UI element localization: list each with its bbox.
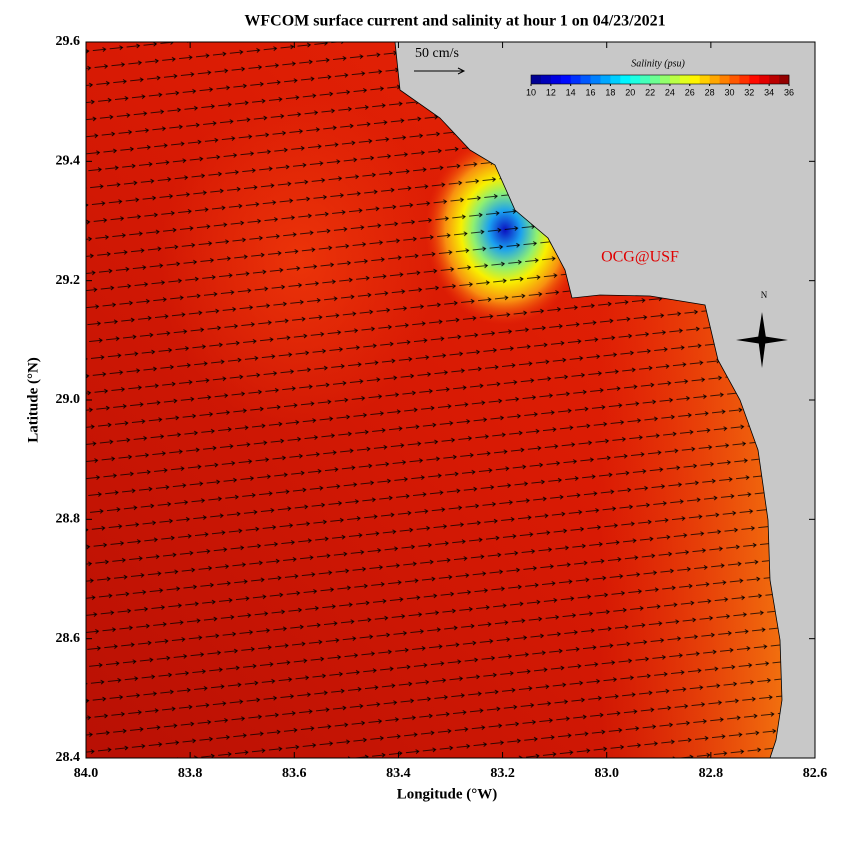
y-tick-label: 29.2 [56, 273, 81, 288]
colorbar-cell [550, 75, 562, 84]
colorbar-tick-label: 16 [586, 87, 596, 97]
colorbar-tick-label: 32 [744, 87, 754, 97]
colorbar-tick-label: 12 [546, 87, 556, 97]
y-tick-label: 28.4 [56, 750, 81, 765]
x-tick-label: 83.2 [490, 766, 515, 781]
title: WFCOM surface current and salinity at ho… [244, 13, 665, 30]
x-axis-label: Longitude (°W) [397, 786, 498, 802]
y-tick-label: 28.6 [56, 631, 81, 646]
x-tick-label: 83.4 [386, 766, 411, 781]
colorbar-cell [749, 75, 760, 84]
colorbar-cell [709, 75, 720, 84]
colorbar-cell [759, 75, 770, 84]
y-axis-label: Latitude (°N) [25, 357, 41, 443]
colorbar-cell [600, 75, 611, 84]
colorbar-tick-label: 18 [605, 87, 615, 97]
colorbar-tick-label: 10 [526, 87, 536, 97]
colorbar-cell [560, 75, 571, 84]
colorbar-cell [689, 75, 700, 84]
colorbar-cell [540, 75, 552, 84]
compass [736, 312, 788, 368]
x-tick-label: 84.0 [74, 766, 99, 781]
colorbar-cell [699, 75, 710, 84]
watermark: OCG@USF [601, 249, 679, 266]
y-tick-label: 29.4 [56, 154, 81, 169]
colorbar-cell [660, 75, 671, 84]
y-tick-label: 29.0 [56, 392, 81, 407]
colorbar-tick-label: 30 [724, 87, 734, 97]
colorbar-cell [739, 75, 750, 84]
colorbar-cell [650, 75, 661, 84]
colorbar-cell [590, 75, 601, 84]
colorbar-cell [531, 75, 542, 84]
colorbar-cell [630, 75, 641, 84]
x-tick-label: 82.6 [803, 766, 828, 781]
colorbar-tick-label: 26 [685, 87, 695, 97]
colorbar-cell [769, 75, 780, 84]
x-tick-label: 83.0 [594, 766, 619, 781]
colorbar-cell [640, 75, 651, 84]
colorbar-cell [719, 75, 730, 84]
colorbar-tick-label: 36 [784, 87, 794, 97]
north-label: N [761, 290, 768, 300]
colorbar-cell [669, 75, 681, 84]
colorbar-cell [779, 75, 790, 84]
salinity-field [86, 42, 815, 758]
colorbar-cell [679, 75, 691, 84]
x-tick-label: 82.8 [699, 766, 724, 781]
colorbar-tick-label: 20 [625, 87, 635, 97]
scale-label: 50 cm/s [415, 46, 459, 61]
colorbar-cell [610, 75, 621, 84]
colorbar-cell [580, 75, 591, 84]
colorbar-tick-label: 14 [566, 87, 576, 97]
colorbar-frame [530, 74, 790, 85]
colorbar-cell [620, 75, 631, 84]
x-tick-label: 83.8 [178, 766, 203, 781]
colorbar-cell [729, 75, 740, 84]
x-tick-label: 83.6 [282, 766, 307, 781]
y-tick-label: 29.6 [56, 34, 81, 49]
colorbar-tick-label: 34 [764, 87, 774, 97]
y-tick-label: 28.8 [56, 512, 81, 527]
colorbar-title: Salinity (psu) [631, 58, 685, 69]
colorbar-tick-label: 24 [665, 87, 675, 97]
land [394, 42, 815, 758]
colorbar-cell [570, 75, 581, 84]
scale-arrow-head [457, 67, 466, 75]
colorbar-tick-label: 22 [645, 87, 655, 97]
colorbar-tick-label: 28 [705, 87, 715, 97]
